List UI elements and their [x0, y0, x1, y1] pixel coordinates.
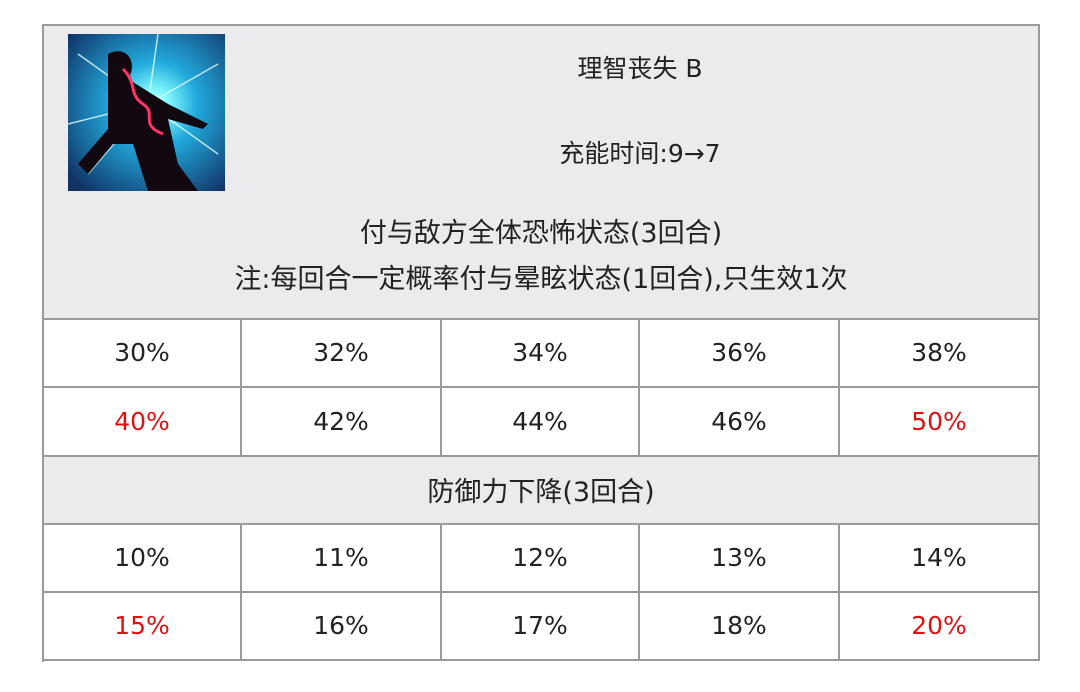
effect2-value-cell: 18%: [640, 591, 840, 661]
icon-cell: [42, 24, 244, 197]
effect1-value-cell: 44%: [442, 387, 640, 457]
skill-madness-icon: [68, 34, 225, 191]
effect2-value-cell: 14%: [840, 523, 1040, 593]
effect1-value-cell: 36%: [640, 318, 840, 388]
effect1-value-cell: 32%: [242, 318, 442, 388]
effect1-value-cell: 34%: [442, 318, 640, 388]
effect2-value-cell: 10%: [42, 523, 242, 593]
effect2-value-cell: 17%: [442, 591, 640, 661]
effect1-note: 注:每回合一定概率付与晕眩状态(1回合),只生效1次: [234, 263, 848, 295]
effect2-description: 防御力下降(3回合): [42, 455, 1040, 525]
effect2-value-cell: 13%: [640, 523, 840, 593]
effect1-value-cell: 40%: [42, 387, 242, 457]
effect1-value-cell: 30%: [42, 318, 242, 388]
effect1-value-cell: 38%: [840, 318, 1040, 388]
effect1-description: 付与敌方全体恐怖状态(3回合) 注:每回合一定概率付与晕眩状态(1回合),只生效…: [42, 195, 1040, 320]
effect2-value-cell: 16%: [242, 591, 442, 661]
skill-cooldown: 充能时间:9→7: [242, 108, 1040, 197]
effect1-value-cell: 46%: [640, 387, 840, 457]
effect1-text: 付与敌方全体恐怖状态(3回合): [359, 217, 723, 249]
effect2-value-cell: 20%: [840, 591, 1040, 661]
effect1-value-cell: 42%: [242, 387, 442, 457]
skill-name: 理智丧失 B: [242, 24, 1040, 110]
effect2-value-cell: 11%: [242, 523, 442, 593]
effect2-value-cell: 12%: [442, 523, 640, 593]
effect2-value-cell: 15%: [42, 591, 242, 661]
effect1-value-cell: 50%: [840, 387, 1040, 457]
